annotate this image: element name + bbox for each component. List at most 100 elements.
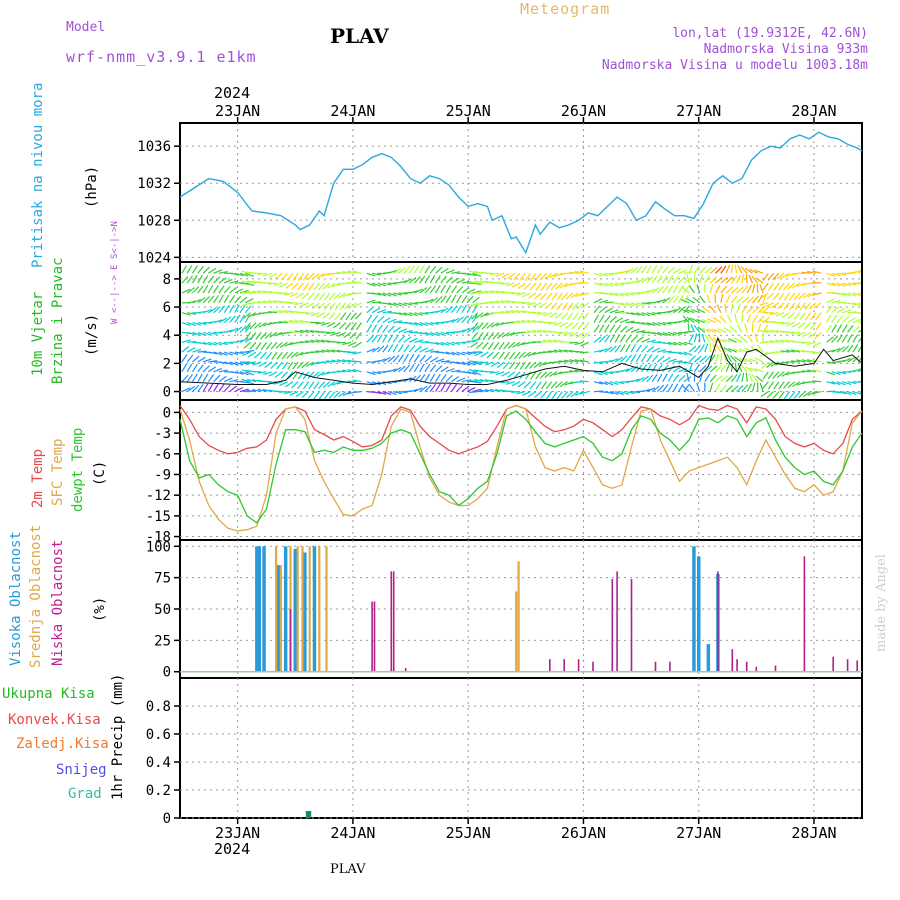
- wind-arrow-575: [486, 351, 494, 359]
- wind-arrow-14: [246, 389, 256, 393]
- wind-arrow-1026: [831, 314, 838, 323]
- wind-arrow-1541: [826, 282, 836, 287]
- wind-arrow-1526: [745, 274, 748, 284]
- wind-arrow-207: [593, 381, 603, 385]
- wind-arrow-278: [280, 371, 289, 379]
- wind-arrow-114: [778, 391, 785, 399]
- cloud-low-bar-16: [731, 649, 734, 672]
- wind-arrow-1019: [786, 322, 795, 327]
- wind-arrow-1527: [748, 274, 754, 284]
- wind-arrow-1265: [730, 295, 738, 304]
- cloud-low-bar-21: [803, 556, 806, 672]
- wind-arrow-173: [413, 374, 421, 383]
- wind-arrow-129: [181, 374, 189, 383]
- cloud-low-bar-13: [654, 661, 657, 672]
- wind-arrow-958: [471, 314, 478, 323]
- wind-arrow-543: [315, 350, 325, 353]
- precip-ylabel: 1hr Precip (mm): [110, 673, 126, 800]
- wind-arrow-1222: [495, 300, 505, 304]
- wind-arrow-73: [561, 391, 569, 399]
- pressure-unit: (hPa): [84, 165, 100, 208]
- top-date-label-3: 26JAN: [561, 102, 606, 120]
- wind-arrow-716: [548, 339, 558, 343]
- wind-arrow-1576: [321, 272, 331, 278]
- cloud-ylabel-low: Niska Oblacnost: [50, 539, 66, 666]
- wind-arrow-778: [202, 331, 212, 336]
- wind-arrow-497: [754, 357, 764, 363]
- wind-arrow-1374: [625, 292, 635, 296]
- wind-arrow-1626: [593, 272, 603, 277]
- wind-arrow-299: [398, 365, 406, 373]
- wind-arrow-985: [614, 317, 624, 324]
- wind-arrow-374: [786, 371, 796, 376]
- wind-arrow-1321: [337, 292, 347, 299]
- wind-arrow-858: [625, 326, 634, 333]
- wind-arrow-1651: [725, 264, 731, 274]
- wind-arrow-1119: [641, 312, 651, 317]
- wind-arrow-752: [740, 335, 748, 343]
- wind-arrow-1167: [213, 294, 220, 304]
- wind-arrow-21: [283, 391, 294, 395]
- wind-arrow-1355: [516, 292, 526, 296]
- wind-arrow-104: [731, 385, 739, 393]
- wind-arrow-859: [630, 328, 640, 333]
- wind-arrow-450: [508, 361, 516, 370]
- wind-arrow-17: [262, 388, 272, 393]
- wind-arrow-1283: [826, 298, 835, 304]
- wind-arrow-1235: [567, 302, 574, 311]
- wind-arrow-987: [625, 320, 635, 324]
- wind-arrow-364: [737, 363, 743, 373]
- wind-arrow-277: [274, 371, 283, 378]
- wind-arrow-31: [338, 391, 347, 398]
- wind-arrow-775: [187, 331, 197, 336]
- precip-bar-1: [308, 811, 312, 818]
- wind-arrow-1227: [521, 302, 531, 304]
- wind-arrow-1398: [751, 284, 756, 294]
- wind-arrow-1488: [540, 282, 547, 291]
- wind-arrow-1163: [192, 298, 202, 304]
- wind-arrow-1462: [408, 277, 417, 284]
- wind-arrow-1537: [796, 282, 806, 288]
- wind-arrow-1575: [316, 272, 325, 279]
- wind-arrow-813: [387, 325, 395, 333]
- wind-arrow-10: [234, 386, 244, 393]
- wind-arrow-1344: [466, 288, 476, 294]
- wind-arrow-214: [630, 378, 640, 383]
- wind-arrow-1603: [472, 272, 482, 277]
- wind-arrow-1460: [398, 280, 408, 284]
- wind-arrow-849: [569, 331, 579, 338]
- wind-arrow-910: [218, 317, 228, 324]
- wind-arrow-341: [620, 368, 630, 373]
- wind-arrow-257: [858, 380, 861, 383]
- wind-arrow-1401: [760, 292, 769, 299]
- wind-arrow-1642: [678, 269, 688, 274]
- wind-arrow-1354: [511, 292, 521, 295]
- wind-arrow-723: [593, 336, 602, 343]
- wind-arrow-1414: [836, 292, 846, 296]
- wind-arrow-673: [320, 339, 330, 343]
- wind-arrow-1172: [239, 296, 248, 304]
- wind-arrow-759: [775, 339, 785, 343]
- wind-arrow-1530: [762, 282, 769, 291]
- wind-arrow-1322: [342, 292, 352, 298]
- wind-arrow-275: [263, 371, 272, 376]
- wind-arrow-1011: [752, 314, 759, 323]
- wind-arrow-1338: [434, 284, 441, 294]
- wind-arrow-1596: [435, 266, 443, 274]
- wind-arrow-1315: [307, 292, 315, 301]
- wind-arrow-1377: [641, 290, 651, 294]
- wind-arrow-878: [723, 327, 732, 333]
- wind-arrow-106: [741, 384, 749, 392]
- wind-arrow-1362: [556, 292, 563, 301]
- wind-arrow-1353: [505, 291, 515, 294]
- cloud-mid-bar-6: [318, 546, 321, 672]
- wind-arrow-1070: [382, 310, 392, 314]
- wind-arrow-829: [472, 325, 480, 333]
- wind-arrow-1610: [501, 272, 510, 279]
- wind-arrow-1656: [744, 267, 753, 274]
- wind-arrow-1037: [207, 307, 217, 314]
- wind-arrow-999: [682, 315, 690, 323]
- wind-arrow-111: [760, 391, 769, 398]
- wind-arrow-191: [500, 381, 510, 384]
- cloud-high-bar-9: [697, 556, 701, 672]
